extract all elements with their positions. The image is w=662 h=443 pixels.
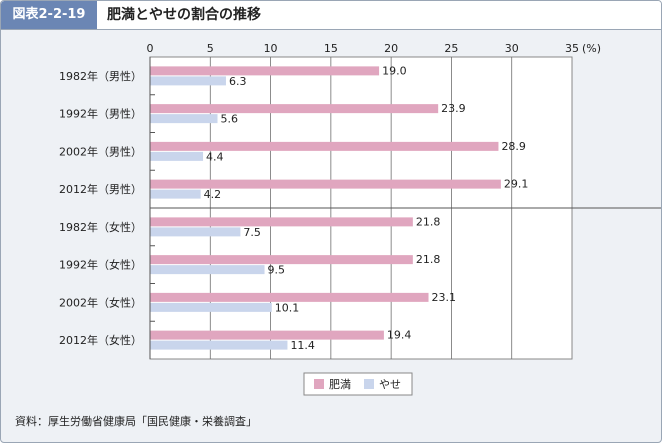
category-label: 2012年（女性） (59, 333, 142, 347)
bar-obese (150, 255, 413, 265)
bar-obese (150, 104, 439, 114)
value-label-thin: 10.1 (275, 301, 300, 314)
category-label: 1982年（男性） (59, 69, 142, 83)
bar-thin (150, 151, 204, 161)
bar-obese (150, 217, 413, 227)
value-label-thin: 11.4 (290, 339, 315, 352)
x-tick-label: 35 (565, 42, 579, 55)
bar-thin (150, 114, 218, 124)
bar-thin (150, 227, 241, 237)
value-label-obese: 19.4 (387, 329, 412, 342)
bar-thin (150, 302, 272, 312)
bar-obese (150, 66, 380, 76)
value-label-obese: 23.9 (441, 102, 466, 115)
x-tick-label: 10 (264, 42, 278, 55)
value-label-thin: 6.3 (229, 75, 247, 88)
figure-header: 図表2-2-19 肥満とやせの割合の推移 (1, 1, 661, 29)
bar-obese (150, 179, 501, 189)
x-tick-label: 25 (444, 42, 458, 55)
value-label-obese: 19.0 (382, 64, 407, 77)
bar-chart: 0 5 10 15 20 25 30 35 (%) 1982年（男性） 19.0 6.3 1992年（男… (59, 42, 661, 396)
bar-obese (150, 292, 429, 302)
value-label-thin: 4.4 (206, 150, 224, 163)
x-tick-label: 15 (324, 42, 338, 55)
bar-obese (150, 330, 384, 340)
legend-swatch-thin (364, 379, 374, 389)
legend-swatch-obese (314, 379, 324, 389)
value-label-obese: 29.1 (504, 178, 529, 191)
category-label: 2002年（男性） (59, 144, 142, 158)
legend-label-thin: やせ (379, 378, 401, 391)
x-tick-label: 5 (207, 42, 214, 55)
legend-label-obese: 肥満 (329, 378, 351, 391)
figure-number-badge: 図表2-2-19 (1, 1, 97, 29)
x-tick-label: 20 (384, 42, 398, 55)
value-label-obese: 21.8 (416, 253, 441, 266)
category-label: 1982年（女性） (59, 220, 142, 234)
bar-thin (150, 76, 226, 86)
category-label: 2002年（女性） (59, 295, 142, 309)
bar-thin (150, 265, 265, 275)
value-label-thin: 4.2 (204, 188, 222, 201)
bar-thin (150, 189, 201, 199)
category-label: 1992年（女性） (59, 258, 142, 272)
legend-box (303, 372, 413, 396)
value-label-obese: 28.9 (501, 140, 526, 153)
bar-obese (150, 141, 499, 151)
category-label: 2012年（男性） (59, 182, 142, 196)
value-label-thin: 9.5 (268, 264, 286, 277)
figure-title: 肥満とやせの割合の推移 (107, 7, 261, 23)
category-label: 1992年（男性） (59, 107, 142, 121)
source-note: 資料：厚生労働省健康局「国民健康・栄養調査」 (15, 415, 257, 428)
value-label-thin: 5.6 (221, 113, 239, 126)
value-label-obese: 21.8 (416, 215, 441, 228)
x-axis-unit: (%) (582, 42, 601, 55)
value-label-thin: 7.5 (243, 226, 261, 239)
header-divider (1, 29, 661, 30)
x-tick-label: 0 (147, 42, 154, 55)
bar-thin (150, 340, 288, 350)
chart-area: 0 5 10 15 20 25 30 35 (%) 1982年（男性） 19.0 6.3 1992年（男… (1, 30, 661, 405)
value-label-obese: 23.1 (432, 291, 457, 304)
x-tick-label: 30 (505, 42, 519, 55)
